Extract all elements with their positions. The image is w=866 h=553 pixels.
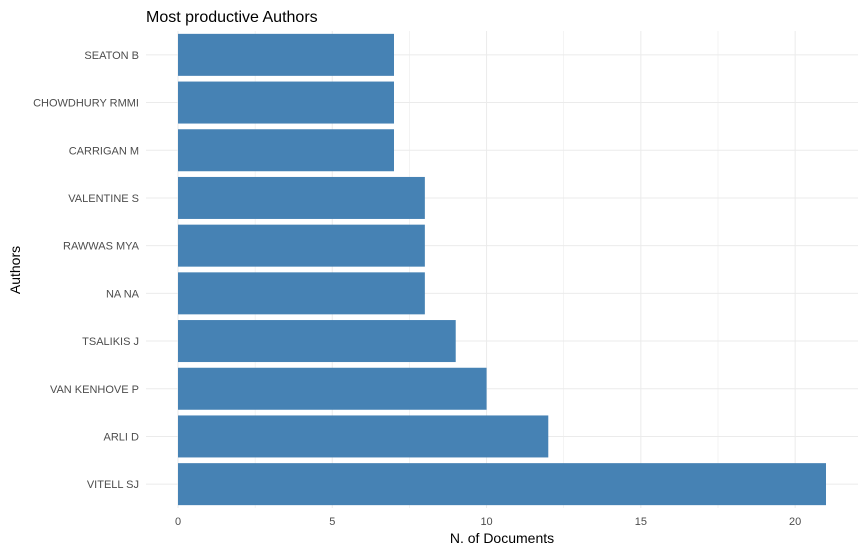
y-tick-label: RAWWAS MYA	[63, 241, 140, 253]
y-tick-label: NA NA	[106, 288, 140, 300]
bar	[178, 415, 549, 458]
x-tick-label: 20	[789, 516, 801, 528]
y-tick-label: VAN KENHOVE P	[50, 384, 139, 396]
bar	[178, 33, 394, 76]
bar	[178, 176, 425, 219]
y-axis-ticks: SEATON B CHOWDHURY RMMI CARRIGAN M VALENTIN…	[33, 50, 140, 491]
y-tick-label: VALENTINE S	[68, 193, 139, 205]
x-axis-ticks: 0 5 10 15 20	[175, 516, 801, 528]
bar	[178, 463, 826, 506]
y-tick-label: SEATON B	[84, 50, 139, 62]
y-tick-label: TSALIKIS J	[82, 336, 139, 348]
y-axis-title: Authors	[7, 246, 23, 294]
bar	[178, 224, 425, 267]
x-tick-label: 0	[175, 516, 181, 528]
bar	[178, 129, 394, 172]
bars	[178, 33, 826, 506]
bar	[178, 320, 456, 363]
chart-title: Most productive Authors	[146, 9, 318, 26]
x-axis-title: N. of Documents	[450, 530, 554, 546]
bar	[178, 81, 394, 124]
y-tick-label: VITELL SJ	[87, 479, 139, 491]
x-tick-label: 15	[635, 516, 647, 528]
y-tick-label: CHOWDHURY RMMI	[33, 98, 139, 110]
bar	[178, 272, 425, 315]
x-tick-label: 10	[480, 516, 492, 528]
y-tick-label: ARLI D	[104, 431, 140, 443]
y-tick-label: CARRIGAN M	[69, 145, 139, 157]
bar	[178, 367, 487, 410]
x-tick-label: 5	[329, 516, 335, 528]
